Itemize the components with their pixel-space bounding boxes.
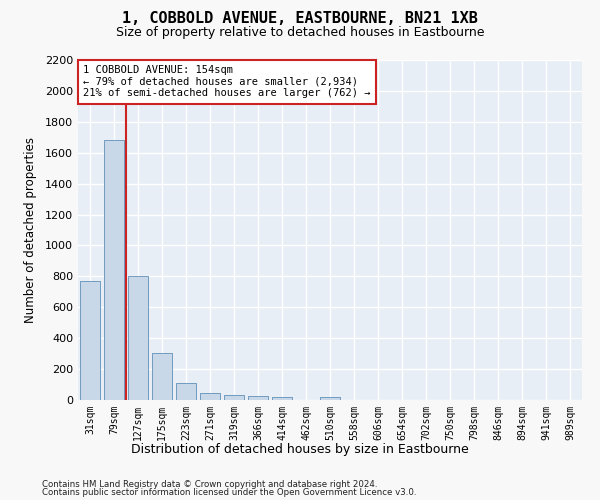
Bar xyxy=(200,393,220,400)
Text: Size of property relative to detached houses in Eastbourne: Size of property relative to detached ho… xyxy=(116,26,484,39)
Text: 1, COBBOLD AVENUE, EASTBOURNE, BN21 1XB: 1, COBBOLD AVENUE, EASTBOURNE, BN21 1XB xyxy=(122,11,478,26)
Bar xyxy=(80,281,100,400)
Text: Contains public sector information licensed under the Open Government Licence v3: Contains public sector information licen… xyxy=(42,488,416,497)
Text: Distribution of detached houses by size in Eastbourne: Distribution of detached houses by size … xyxy=(131,442,469,456)
Bar xyxy=(272,396,292,400)
Bar xyxy=(248,396,268,400)
Text: Contains HM Land Registry data © Crown copyright and database right 2024.: Contains HM Land Registry data © Crown c… xyxy=(42,480,377,489)
Bar xyxy=(176,383,196,400)
Y-axis label: Number of detached properties: Number of detached properties xyxy=(23,137,37,323)
Text: 1 COBBOLD AVENUE: 154sqm
← 79% of detached houses are smaller (2,934)
21% of sem: 1 COBBOLD AVENUE: 154sqm ← 79% of detach… xyxy=(83,65,371,98)
Bar xyxy=(128,276,148,400)
Bar xyxy=(224,395,244,400)
Bar xyxy=(320,397,340,400)
Bar xyxy=(104,140,124,400)
Bar xyxy=(152,353,172,400)
